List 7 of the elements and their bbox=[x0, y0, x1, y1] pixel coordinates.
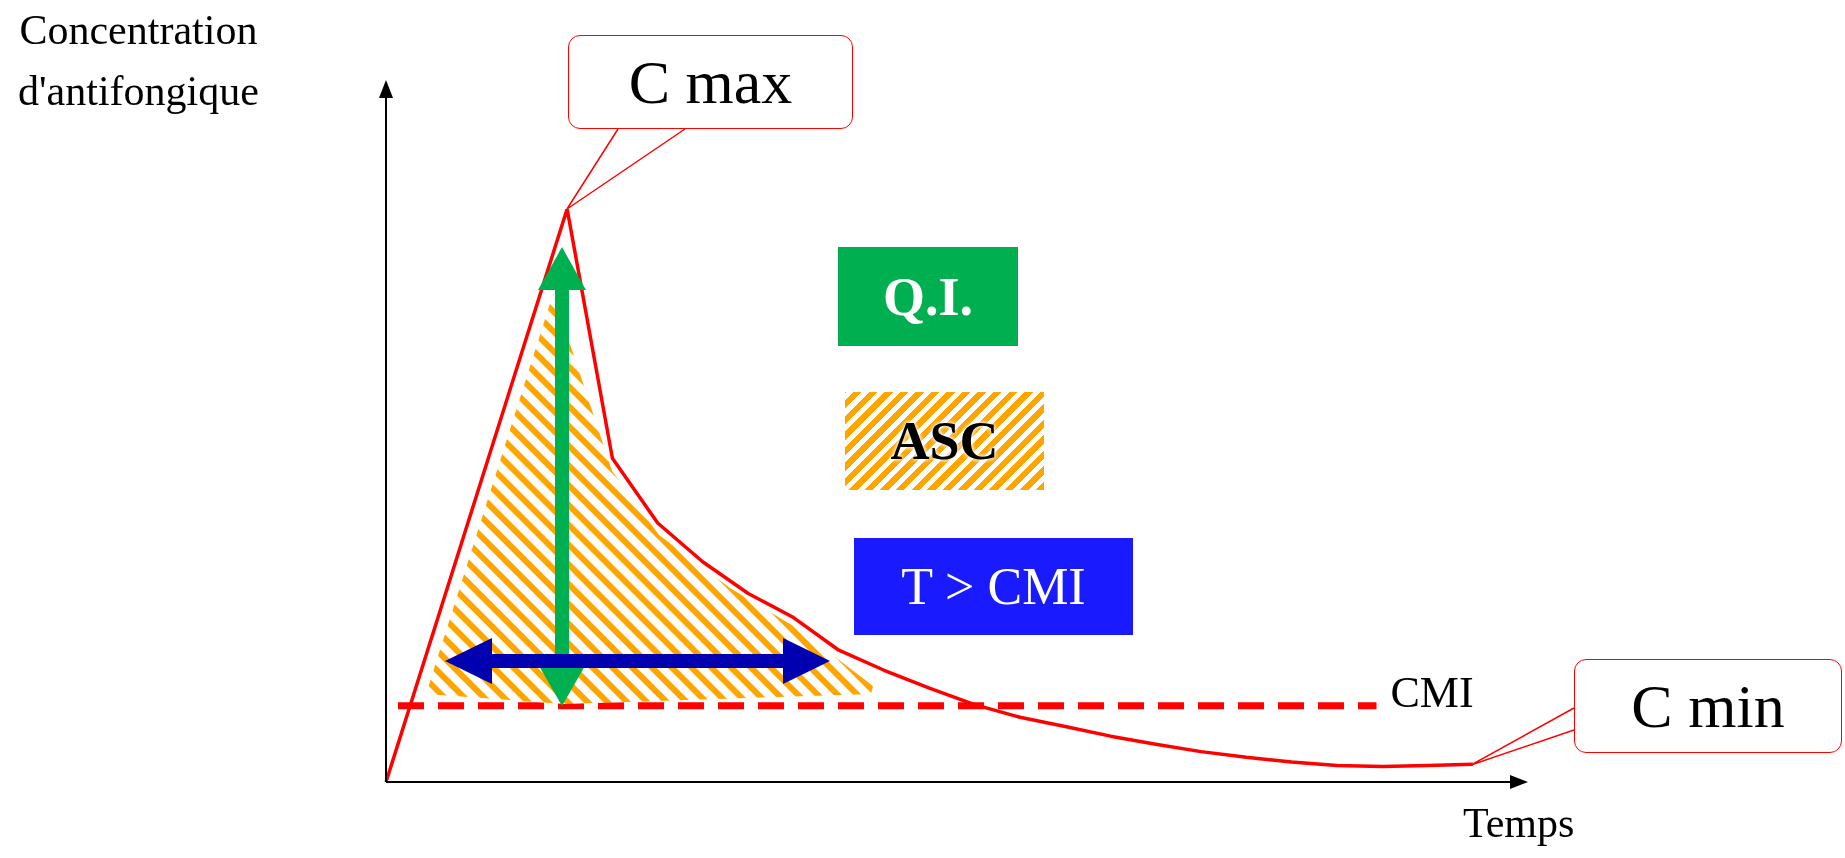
annotation: T > CMI bbox=[854, 538, 1133, 635]
ref-line-label: CMI bbox=[1390, 668, 1474, 718]
text: C max bbox=[568, 35, 853, 129]
text: C min bbox=[1574, 659, 1842, 753]
y-axis-title: Concentration d'antifongique bbox=[18, 6, 259, 116]
annotation: Q.I. bbox=[838, 247, 1018, 346]
x-axis-title: Temps bbox=[1463, 800, 1575, 847]
